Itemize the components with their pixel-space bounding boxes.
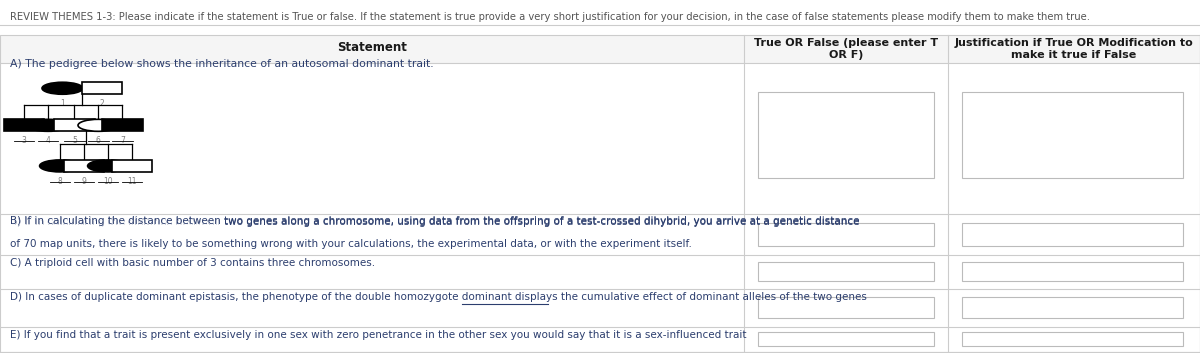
Text: 6: 6 [96, 136, 101, 145]
Text: B) If in calculating the distance between two genes along a chromosome, using da: B) If in calculating the distance betwee… [10, 217, 859, 227]
Text: 5: 5 [72, 136, 77, 145]
Text: 8: 8 [58, 176, 62, 185]
Text: Statement: Statement [337, 41, 407, 54]
Text: 4: 4 [46, 136, 50, 145]
Text: 9: 9 [82, 176, 86, 185]
Bar [102, 119, 143, 131]
FancyBboxPatch shape [758, 223, 934, 246]
Text: A) The pedigree below shows the inheritance of an autosomal dominant trait.: A) The pedigree below shows the inherita… [10, 59, 433, 69]
Text: B) If in calculating the distance between two: B) If in calculating the distance betwee… [10, 217, 241, 227]
Text: 11: 11 [127, 176, 137, 185]
Circle shape [78, 119, 119, 131]
Bar [64, 160, 104, 172]
Circle shape [42, 82, 83, 94]
FancyBboxPatch shape [758, 332, 934, 346]
Text: 2: 2 [100, 99, 104, 108]
FancyBboxPatch shape [758, 297, 934, 318]
FancyBboxPatch shape [962, 263, 1183, 281]
Text: 1: 1 [60, 99, 65, 108]
Text: D) In cases of duplicate dominant epistasis, the phenotype of the double homozyg: D) In cases of duplicate dominant epista… [10, 292, 866, 302]
Circle shape [88, 160, 128, 172]
Circle shape [28, 119, 68, 131]
Circle shape [40, 160, 80, 172]
Text: Justification if True OR Modification to
make it true if False: Justification if True OR Modification to… [955, 38, 1193, 60]
Bar [54, 119, 95, 131]
Bar [0, 35, 1200, 352]
Text: B) If in calculating the distance between: B) If in calculating the distance betwee… [10, 217, 223, 227]
FancyBboxPatch shape [962, 332, 1183, 346]
FancyBboxPatch shape [962, 223, 1183, 246]
FancyBboxPatch shape [962, 92, 1183, 178]
FancyBboxPatch shape [758, 263, 934, 281]
Bar [112, 160, 152, 172]
Text: 3: 3 [22, 136, 26, 145]
Text: 7: 7 [120, 136, 125, 145]
Bar [0, 35, 1200, 63]
Text: B) If in calculating the distance between two genes along a chromosome, using da: B) If in calculating the distance betwee… [10, 216, 859, 226]
Text: B) If in calculating the distance between: B) If in calculating the distance betwee… [10, 217, 223, 227]
Text: True OR False (please enter T
OR F): True OR False (please enter T OR F) [754, 38, 938, 60]
Bar [4, 119, 44, 131]
Text: E) If you find that a trait is present exclusively in one sex with zero penetran: E) If you find that a trait is present e… [10, 330, 746, 340]
Text: B) If in calculating the distance between: B) If in calculating the distance betwee… [10, 217, 223, 227]
Text: REVIEW THEMES 1-3: Please indicate if the statement is True or false. If the sta: REVIEW THEMES 1-3: Please indicate if th… [10, 12, 1090, 22]
Text: C) A triploid cell with basic number of 3 contains three chromosomes.: C) A triploid cell with basic number of … [10, 258, 374, 268]
FancyBboxPatch shape [962, 297, 1183, 318]
FancyBboxPatch shape [758, 92, 934, 178]
Bar [82, 82, 122, 94]
Text: 10: 10 [103, 176, 113, 185]
Text: of 70 map units, there is likely to be something wrong with your calculations, t: of 70 map units, there is likely to be s… [10, 239, 691, 249]
